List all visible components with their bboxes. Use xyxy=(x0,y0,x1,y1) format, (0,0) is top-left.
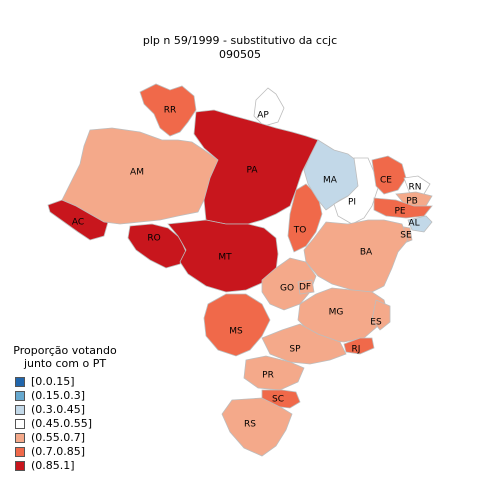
state-label-ba: BA xyxy=(360,248,373,258)
legend-label: [0.0.15] xyxy=(31,375,75,388)
state-label-rs: RS xyxy=(244,420,256,430)
legend-label: (0.15.0.3] xyxy=(31,389,86,402)
map-subtitle: 090505 xyxy=(219,48,261,61)
state-label-ms: MS xyxy=(229,327,243,337)
state-al xyxy=(407,215,433,233)
state-label-rr: RR xyxy=(164,106,177,116)
legend-item: (0.55.0.7] xyxy=(15,432,85,444)
state-label-mg: MG xyxy=(329,308,344,318)
legend-label: (0.3.0.45] xyxy=(31,403,86,416)
state-ro xyxy=(127,223,187,269)
state-label-se: SE xyxy=(400,231,412,241)
state-label-rj: RJ xyxy=(352,345,361,355)
state-label-es: ES xyxy=(370,318,382,328)
legend-swatch xyxy=(15,419,25,429)
state-rr xyxy=(139,83,197,137)
legend-label: (0.45.0.55] xyxy=(31,417,93,430)
state-label-ro: RO xyxy=(147,234,160,244)
state-am xyxy=(61,127,219,225)
state-label-pe: PE xyxy=(394,207,405,217)
state-label-df: DF xyxy=(299,283,311,293)
state-label-al: AL xyxy=(408,219,419,229)
legend-item: (0.15.0.3] xyxy=(15,390,85,402)
legend-label: (0.7.0.85] xyxy=(31,445,86,458)
state-label-to: TO xyxy=(293,226,307,236)
legend-swatch xyxy=(15,377,25,387)
state-es xyxy=(371,299,391,331)
state-label-ma: MA xyxy=(323,176,338,186)
state-ce xyxy=(371,155,407,195)
state-label-am: AM xyxy=(130,168,144,178)
state-label-rn: RN xyxy=(409,183,422,193)
legend-title-line1: Proporção votando xyxy=(13,344,117,357)
state-ap xyxy=(253,87,285,127)
state-rn xyxy=(403,175,431,195)
state-pr xyxy=(243,355,305,391)
state-label-pr: PR xyxy=(262,371,274,381)
legend-item: (0.45.0.55] xyxy=(15,418,92,430)
map-title: plp n 59/1999 - substitutivo da ccjc xyxy=(142,34,338,47)
legend-swatch xyxy=(15,461,25,471)
state-ba xyxy=(303,219,409,293)
state-label-go: GO xyxy=(280,284,294,294)
state-label-pb: PB xyxy=(406,197,418,207)
legend-item: [0.0.15] xyxy=(15,376,75,388)
state-label-sp: SP xyxy=(289,345,301,355)
state-label-mt: MT xyxy=(218,253,232,263)
state-pi xyxy=(333,157,379,225)
legend-item: (0.7.0.85] xyxy=(15,446,85,458)
state-sp xyxy=(261,323,347,365)
state-rj xyxy=(343,337,375,355)
legend-title-line2: junto com o PT xyxy=(23,357,107,370)
state-label-pa: PA xyxy=(246,166,258,176)
legend-swatch xyxy=(15,433,25,443)
state-ms xyxy=(203,293,271,357)
state-label-sc: SC xyxy=(272,395,284,405)
legend-swatch xyxy=(15,405,25,415)
legend-item: (0.3.0.45] xyxy=(15,404,85,416)
legend-item: (0.85.1] xyxy=(15,460,75,472)
state-pa xyxy=(193,109,319,225)
legend-label: (0.85.1] xyxy=(31,459,75,472)
legend-title: Proporção votando junto com o PT xyxy=(2,344,128,370)
state-pe xyxy=(373,197,433,219)
legend-swatch xyxy=(15,391,25,401)
state-label-ac: AC xyxy=(72,218,84,228)
state-label-pi: PI xyxy=(348,198,356,208)
state-rs xyxy=(221,397,293,457)
legend-label: (0.55.0.7] xyxy=(31,431,86,444)
state-label-ap: AP xyxy=(257,111,269,121)
state-label-ce: CE xyxy=(380,176,392,186)
state-df xyxy=(297,279,315,295)
state-ma xyxy=(303,139,365,211)
legend-swatch xyxy=(15,447,25,457)
